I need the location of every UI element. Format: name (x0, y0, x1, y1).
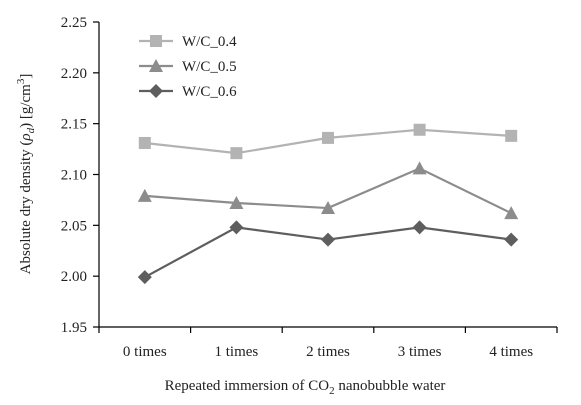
data-point-square (138, 136, 151, 149)
y-tick-label: 2.15 (61, 117, 87, 133)
legend: W/C_0.4 W/C_0.5 W/C_0.6 (139, 34, 237, 100)
legend-marker-square (150, 35, 162, 47)
y-axis-title: Absolute dry density (ρd) [g/cm3] (15, 74, 37, 275)
legend-item: W/C_0.5 (139, 59, 237, 75)
legend-item: W/C_0.6 (139, 84, 237, 100)
data-point-triangle (137, 188, 152, 202)
x-tick-label: 1 times (215, 344, 259, 360)
legend-label: W/C_0.6 (182, 84, 237, 100)
series-layer (137, 123, 519, 285)
data-point-triangle (321, 201, 335, 215)
data-point-diamond (412, 220, 427, 235)
x-ticks: 0 times 1 times 2 times 3 times 4 times (98, 327, 558, 360)
series-square (138, 123, 518, 160)
x-tick-label: 3 times (398, 344, 442, 360)
legend-marker-triangle (149, 59, 163, 72)
y-tick-label: 2.00 (61, 269, 87, 285)
data-point-diamond (137, 270, 152, 285)
legend-marker-diamond (149, 84, 163, 98)
data-point-diamond (504, 232, 519, 247)
data-point-square (505, 129, 518, 142)
y-tick-label: 2.25 (61, 15, 87, 31)
y-tick-label: 2.10 (61, 168, 87, 184)
legend-item: W/C_0.4 (139, 34, 237, 50)
y-ticks: 1.95 2.00 2.05 2.10 2.15 2.20 2.25 (61, 15, 99, 336)
y-tick-label: 1.95 (61, 320, 87, 336)
legend-label: W/C_0.4 (182, 34, 237, 50)
axes (98, 22, 557, 328)
x-tick-label: 2 times (306, 344, 350, 360)
data-point-triangle (504, 206, 519, 220)
x-tick-label: 0 times (123, 344, 167, 360)
data-point-square (322, 131, 334, 144)
series-triangle (137, 161, 519, 220)
y-tick-label: 2.05 (61, 218, 87, 234)
data-point-triangle (229, 195, 244, 209)
x-tick-label: 4 times (489, 344, 533, 360)
data-point-diamond (229, 220, 244, 235)
data-point-square (413, 123, 426, 136)
y-tick-label: 2.20 (61, 66, 87, 82)
data-point-diamond (321, 232, 335, 247)
data-point-triangle (412, 161, 427, 175)
legend-label: W/C_0.5 (182, 59, 237, 75)
x-axis-title: Repeated immersion of CO2 nanobubble wat… (165, 378, 446, 397)
series-diamond (137, 220, 519, 285)
data-point-square (230, 147, 243, 160)
